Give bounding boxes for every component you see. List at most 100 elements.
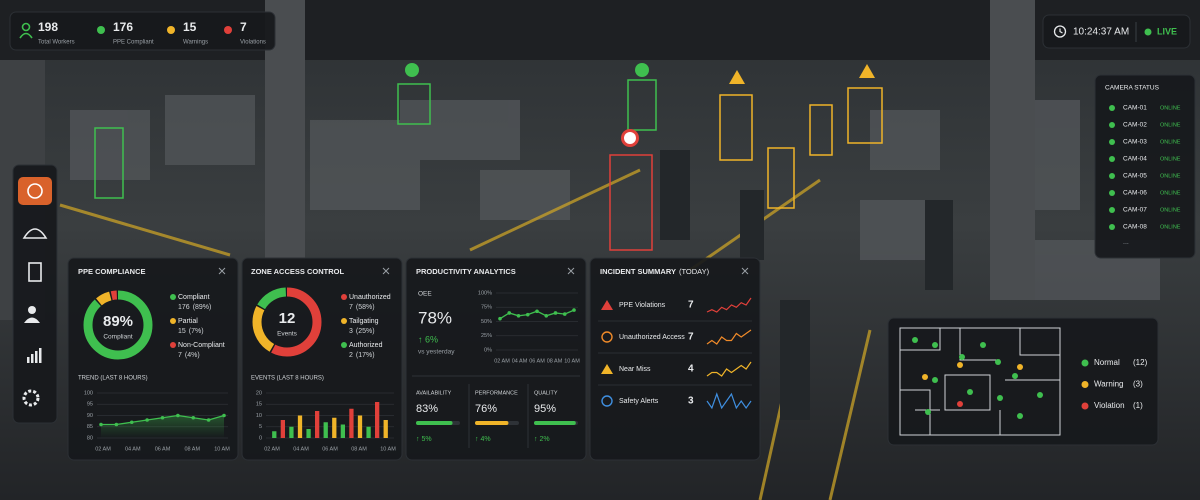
x-tick-label: 06 AM — [529, 358, 545, 364]
clock-icon — [1053, 25, 1067, 38]
clock-panel — [1042, 14, 1191, 49]
icon-settings — [22, 389, 40, 407]
camera-dot — [1109, 190, 1115, 196]
metric-bar — [534, 421, 576, 425]
incident-icon — [601, 331, 613, 343]
legend-share: (7%) — [189, 328, 204, 335]
camera-status: ONLINE — [1160, 207, 1181, 213]
incident-sparkline — [706, 361, 752, 377]
legend-count: 7 — [349, 304, 353, 311]
legend-share: (25%) — [356, 328, 375, 335]
worker-dot — [1017, 413, 1023, 419]
x-tick-label: 08 AM — [547, 358, 563, 364]
floor-plan — [899, 327, 1061, 436]
legend-label: Warning — [1094, 380, 1124, 389]
trend-area — [101, 415, 224, 438]
event-bar — [272, 431, 277, 438]
sidebar-active — [18, 177, 52, 205]
legend-count: 176 — [178, 304, 190, 311]
legend-count: 2 — [349, 352, 353, 359]
stat-label: PPE Compliant — [113, 40, 154, 46]
x-tick-label: 02 AM — [264, 446, 280, 452]
trend-point — [498, 316, 502, 321]
y-tick-label: 0 — [259, 435, 262, 441]
collapse-icon[interactable] — [382, 267, 390, 275]
incident-label: Safety Alerts — [619, 398, 659, 405]
metric-label: QUALITY — [534, 390, 558, 396]
y-tick-label: 100% — [478, 290, 492, 296]
worker-dot — [957, 362, 963, 368]
panel-subtitle: (TODAY) — [679, 267, 710, 276]
panel-title: PRODUCTIVITY ANALYTICS — [416, 267, 516, 276]
legend-label: Violation — [1094, 401, 1125, 410]
camera-name: CAM-06 — [1123, 190, 1147, 197]
clock-icon — [1059, 28, 1063, 34]
x-tick-label: 04 AM — [125, 446, 141, 452]
donut-value: 89% — [103, 313, 133, 330]
panel-title: PPE COMPLIANCE — [78, 267, 146, 276]
incident-label: Unauthorized Access — [619, 334, 685, 341]
trend-point — [544, 314, 549, 318]
worker-dot — [1017, 364, 1023, 370]
oee-change: ↑ 6% — [418, 334, 438, 344]
worker-dot — [980, 342, 986, 348]
y-tick-label: 50% — [481, 319, 492, 325]
y-tick-label: 20 — [256, 390, 262, 396]
trend-point — [99, 422, 103, 427]
x-tick-label: 10 AM — [564, 358, 580, 364]
incident-icon — [601, 395, 613, 407]
collapse-icon[interactable] — [741, 267, 749, 275]
camera-status: ONLINE — [1160, 173, 1181, 179]
worker-dot — [957, 401, 963, 407]
status-dot — [167, 26, 175, 34]
event-bar — [306, 429, 311, 438]
incident-icon — [601, 364, 613, 374]
legend-dot — [170, 342, 176, 348]
donut-label: Compliant — [103, 334, 132, 341]
trend-point — [562, 312, 567, 316]
chart-title: EVENTS (LAST 8 HOURS) — [251, 376, 324, 382]
camera-status: ONLINE — [1160, 139, 1181, 145]
trend-point — [114, 422, 119, 427]
oee-label: OEE — [418, 291, 432, 298]
plan-wall — [944, 374, 991, 411]
trend-point — [160, 415, 165, 420]
stat-value: 7 — [240, 20, 247, 34]
collapse-icon[interactable] — [567, 267, 575, 275]
incident-sparkline — [706, 329, 752, 345]
donut-segment — [252, 287, 322, 357]
trend-point — [191, 415, 196, 420]
event-bar — [340, 424, 345, 438]
live-label: LIVE — [1157, 26, 1177, 36]
camera-name: CAM-08 — [1123, 224, 1147, 231]
worker-dot — [925, 409, 931, 415]
plan-wall — [900, 328, 941, 351]
x-tick-label: 04 AM — [293, 446, 309, 452]
legend-count: (1) — [1133, 401, 1143, 410]
y-tick-label: 100 — [84, 390, 93, 396]
worker-dot — [932, 342, 938, 348]
event-bar — [280, 420, 285, 438]
camera-status: ONLINE — [1160, 224, 1181, 230]
trend-point — [572, 308, 576, 312]
metric-change: ↑ 5% — [416, 436, 432, 443]
legend-dot — [341, 342, 347, 348]
trend-point — [535, 309, 539, 314]
event-bar — [323, 422, 328, 438]
worker-dot — [995, 359, 1001, 365]
y-tick-label: 15 — [256, 402, 262, 408]
legend-label: Partial — [178, 318, 198, 325]
camera-dot — [1109, 224, 1115, 230]
x-tick-label: 06 AM — [322, 446, 338, 452]
stat-label: Warnings — [183, 40, 208, 46]
stats-bar — [9, 11, 276, 51]
collapse-icon[interactable] — [218, 267, 226, 275]
legend-label: Non-Compliant — [178, 342, 225, 349]
metric-bar — [416, 421, 453, 425]
camera-name: CAM-01 — [1123, 105, 1147, 112]
ppe-panel — [67, 257, 239, 461]
y-tick-label: 95 — [87, 402, 93, 408]
legend-dot — [1081, 381, 1089, 388]
camera-status: ONLINE — [1160, 122, 1181, 128]
